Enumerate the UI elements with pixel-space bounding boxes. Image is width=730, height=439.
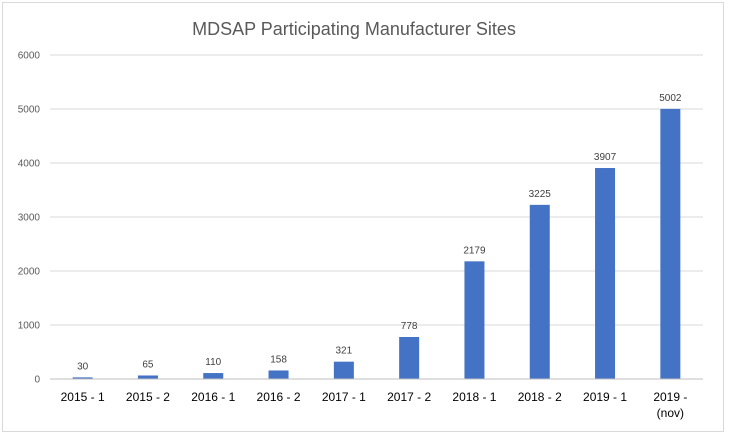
data-label: 3907 <box>594 152 617 163</box>
bar <box>72 377 93 379</box>
data-label: 2179 <box>463 245 486 256</box>
y-tick-label: 1000 <box>18 321 41 332</box>
y-tick-label: 0 <box>34 375 40 386</box>
y-axis-tick-labels: 0 1000 2000 3000 4000 5000 6000 <box>18 51 41 386</box>
data-label: 321 <box>336 346 353 357</box>
bar <box>529 204 550 379</box>
x-tick-label: 2019 - <box>653 390 687 404</box>
y-tick-label: 5000 <box>18 105 41 116</box>
data-labels: 30 65 110 158 321 778 2179 3225 3907 5002 <box>77 93 682 372</box>
bar <box>595 168 616 379</box>
x-tick-label: 2018 - 2 <box>518 390 562 404</box>
y-tick-label: 4000 <box>18 159 41 170</box>
data-label: 110 <box>205 357 221 368</box>
bar <box>268 370 289 379</box>
x-axis-tick-labels: 2015 - 1 2015 - 2 2016 - 1 2016 - 2 2017 - 1… <box>61 390 688 420</box>
bar <box>137 375 158 379</box>
bar-chart: MDSAP Participating Manufacturer Sites 0… <box>18 19 703 420</box>
x-tick-label: 2016 - 1 <box>191 390 235 404</box>
bar <box>333 361 354 379</box>
x-tick-label: 2016 - 2 <box>257 390 301 404</box>
bar <box>203 373 224 379</box>
y-tick-label: 3000 <box>18 213 41 224</box>
y-tick-label: 6000 <box>18 51 41 62</box>
x-tick-label: 2017 - 2 <box>387 390 431 404</box>
bar <box>399 336 420 379</box>
data-label: 65 <box>142 359 154 370</box>
data-label: 5002 <box>659 93 682 104</box>
chart-area: MDSAP Participating Manufacturer Sites 0… <box>2 2 724 432</box>
chart-title: MDSAP Participating Manufacturer Sites <box>192 19 516 39</box>
data-label: 778 <box>401 321 418 332</box>
x-tick-label: 2019 - 1 <box>583 390 627 404</box>
data-label: 3225 <box>529 189 552 200</box>
x-tick-label: (nov) <box>657 406 684 420</box>
x-tick-label: 2018 - 1 <box>452 390 496 404</box>
data-label: 30 <box>77 361 89 372</box>
data-label: 158 <box>270 354 287 365</box>
bar <box>464 261 485 379</box>
x-tick-label: 2015 - 1 <box>61 390 105 404</box>
x-tick-label: 2015 - 2 <box>126 390 170 404</box>
bar <box>660 108 681 379</box>
y-tick-label: 2000 <box>18 267 41 278</box>
x-tick-label: 2017 - 1 <box>322 390 366 404</box>
gridlines <box>50 54 703 326</box>
bars <box>72 108 681 379</box>
